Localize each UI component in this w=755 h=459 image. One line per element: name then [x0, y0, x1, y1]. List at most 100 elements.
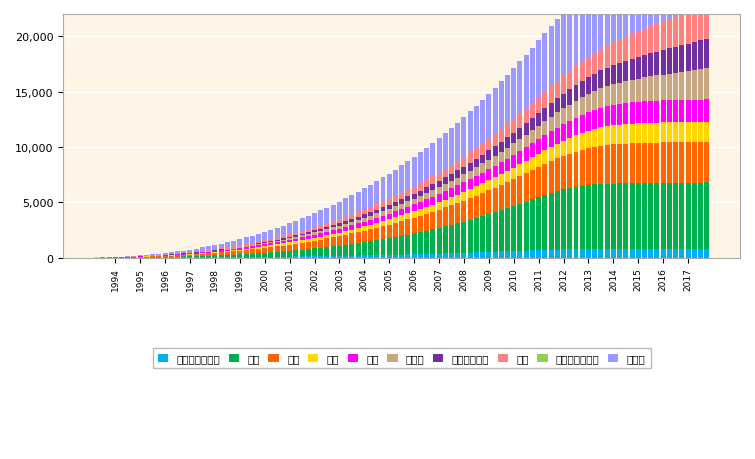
Bar — [517, 129, 522, 140]
Bar — [517, 140, 522, 152]
Bar — [542, 195, 547, 250]
Bar — [350, 245, 354, 256]
Bar — [399, 200, 404, 205]
Bar — [399, 255, 404, 258]
Bar — [300, 257, 304, 258]
Bar — [567, 105, 572, 122]
Bar — [680, 183, 684, 249]
Bar — [642, 0, 647, 30]
Bar — [492, 135, 498, 147]
Bar — [667, 183, 672, 249]
Bar — [424, 188, 429, 194]
Bar — [430, 191, 436, 197]
Bar — [356, 256, 361, 258]
Bar — [586, 58, 591, 78]
Bar — [530, 144, 535, 158]
Bar — [231, 248, 236, 249]
Bar — [630, 144, 634, 184]
Bar — [275, 228, 279, 238]
Bar — [655, 25, 659, 53]
Bar — [480, 101, 485, 144]
Bar — [393, 237, 398, 255]
Bar — [262, 257, 267, 258]
Bar — [356, 217, 361, 220]
Bar — [511, 120, 516, 134]
Bar — [399, 236, 404, 255]
Bar — [262, 244, 267, 245]
Bar — [692, 143, 697, 183]
Bar — [704, 6, 709, 39]
Bar — [698, 70, 703, 101]
Bar — [586, 149, 591, 185]
Bar — [511, 252, 516, 258]
Bar — [436, 181, 442, 188]
Bar — [561, 250, 566, 258]
Bar — [381, 222, 386, 227]
Bar — [325, 239, 329, 247]
Bar — [344, 235, 348, 245]
Bar — [424, 214, 429, 231]
Bar — [480, 194, 485, 217]
Bar — [524, 109, 528, 124]
Bar — [287, 245, 292, 252]
Bar — [418, 216, 423, 233]
Bar — [536, 98, 541, 114]
Bar — [169, 253, 174, 255]
Bar — [542, 164, 547, 195]
Bar — [244, 245, 248, 246]
Bar — [368, 256, 373, 258]
Bar — [424, 207, 429, 214]
Bar — [281, 240, 286, 241]
Bar — [399, 216, 404, 222]
Bar — [673, 0, 678, 18]
Bar — [661, 75, 666, 101]
Bar — [530, 200, 535, 251]
Bar — [642, 249, 647, 258]
Bar — [156, 254, 162, 256]
Bar — [194, 253, 199, 254]
Bar — [237, 248, 242, 249]
Bar — [636, 184, 641, 249]
Bar — [611, 126, 616, 145]
Bar — [505, 76, 510, 125]
Bar — [225, 249, 230, 250]
Bar — [387, 225, 392, 239]
Bar — [624, 62, 628, 82]
Bar — [636, 32, 641, 58]
Bar — [605, 0, 609, 46]
Bar — [567, 154, 572, 189]
Bar — [655, 143, 659, 184]
Bar — [393, 218, 398, 224]
Bar — [673, 143, 678, 183]
Bar — [474, 253, 479, 258]
Bar — [561, 190, 566, 250]
Bar — [580, 151, 584, 186]
Bar — [250, 250, 254, 254]
Bar — [256, 244, 261, 245]
Bar — [381, 240, 386, 256]
Bar — [617, 104, 622, 125]
Bar — [381, 202, 386, 208]
Bar — [474, 218, 479, 253]
Bar — [680, 123, 684, 143]
Bar — [194, 252, 199, 253]
Bar — [262, 243, 267, 244]
Bar — [300, 241, 304, 243]
Bar — [294, 244, 298, 251]
Bar — [368, 230, 373, 242]
Bar — [331, 257, 336, 258]
Bar — [661, 101, 666, 123]
Bar — [611, 66, 616, 85]
Bar — [605, 46, 609, 68]
Bar — [499, 142, 504, 152]
Bar — [704, 100, 709, 123]
Bar — [530, 251, 535, 258]
Bar — [474, 168, 479, 177]
Bar — [524, 174, 528, 202]
Bar — [411, 205, 417, 212]
Bar — [630, 249, 634, 258]
Bar — [306, 250, 311, 257]
Bar — [206, 252, 211, 253]
Bar — [430, 212, 436, 230]
Bar — [661, 22, 666, 51]
